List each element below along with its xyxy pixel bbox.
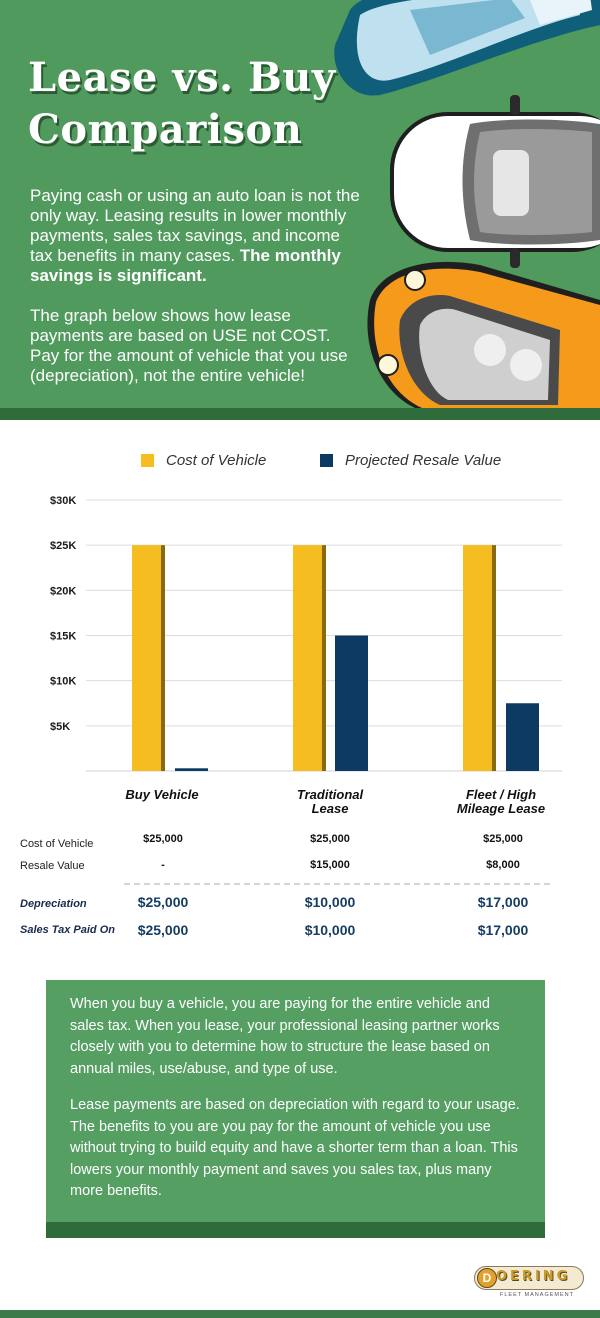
intro-p1-text: Paying cash or using an auto loan is not… [30,186,360,265]
logo-subtitle: FLEET MANAGEMENT [500,1292,574,1298]
blue-car-illustration [334,0,600,96]
summary-cell: $25,000 [137,922,189,938]
category-label-traditional: Traditional Lease [260,788,400,816]
category-label-line: Lease [311,801,349,816]
y-tick-label: $25K [50,540,76,552]
y-tick-label: $15K [50,631,76,643]
row-label-depreciation: Depreciation [20,898,87,910]
header-divider [0,408,600,420]
bar-shade [161,545,165,771]
category-label-buy: Buy Vehicle [92,788,232,802]
legend-label-resale: Projected Resale Value [345,452,502,469]
bar-cost-of-vehicle [463,545,496,771]
y-tick-label: $30K [50,495,76,507]
y-tick-label: $20K [50,585,76,597]
table-cell: - [161,859,165,871]
info-paragraph-2: Lease payments are based on depreciation… [70,1097,520,1199]
header-banner: Lease vs. Buy Comparison Paying cash or … [0,0,600,410]
orange-car-illustration [367,261,600,410]
legend-swatch-cost [141,454,154,467]
intro-paragraph-1: Paying cash or using an auto loan is not… [30,186,360,286]
white-car-illustration [390,95,600,268]
info-box-shadow [46,1222,545,1238]
category-label-line: Mileage Lease [456,801,546,816]
page-title: Lease vs. Buy Comparison [28,54,336,153]
table-cell: $15,000 [310,859,350,871]
intro-paragraph-2: The graph below shows how lease payments… [30,306,348,385]
logo-mark: D [477,1268,497,1288]
info-box: When you buy a vehicle, you are paying f… [46,980,545,1222]
bar-chart: $30K $25K $20K $15K $10K $5K [50,495,562,772]
bar-shade [492,545,496,771]
doering-logo: D OERING FLEET MANAGEMENT [474,1266,584,1302]
bar-resale-value [335,635,368,771]
table-divider [124,883,550,885]
legend-item-resale: Projected Resale Value [320,452,501,469]
table-cell: $8,000 [486,859,520,871]
bar-cost-of-vehicle [132,545,165,771]
category-label-line: Fleet / High [465,787,537,802]
chart-legend: Cost of Vehicle Projected Resale Value [0,452,600,474]
bar-resale-value [506,703,539,771]
intro-p1-bold: The monthly savings is significant. [30,246,341,285]
legend-label-cost: Cost of Vehicle [166,452,267,469]
bar-resale-value [175,768,208,771]
summary-cell: $10,000 [304,922,356,938]
cars-illustration [334,0,600,410]
table-cell: $25,000 [310,833,350,845]
table-cell: $25,000 [143,833,183,845]
row-label-sales-tax: Sales Tax Paid On [20,924,115,936]
summary-cell: $10,000 [304,894,356,910]
summary-cell: $17,000 [477,894,529,910]
category-label-line: Buy Vehicle [125,787,199,802]
row-label-cost: Cost of Vehicle [20,838,94,850]
summary-cell: $25,000 [137,894,189,910]
bar-cost-of-vehicle [293,545,326,771]
logo-name: OERING [496,1269,571,1284]
info-paragraph-1: When you buy a vehicle, you are paying f… [70,996,500,1077]
y-tick-label: $5K [50,721,70,733]
y-tick-label: $10K [50,676,76,688]
summary-cell: $17,000 [477,922,529,938]
legend-swatch-resale [320,454,333,467]
category-label-line: Traditional [296,787,364,802]
row-label-resale: Resale Value [20,860,85,872]
bar-shade [322,545,326,771]
intro-text: Paying cash or using an auto loan is not… [30,186,360,406]
legend-item-cost: Cost of Vehicle [141,452,266,469]
category-label-fleet: Fleet / High Mileage Lease [431,788,571,816]
footer-band [0,1310,600,1318]
table-cell: $25,000 [483,833,523,845]
